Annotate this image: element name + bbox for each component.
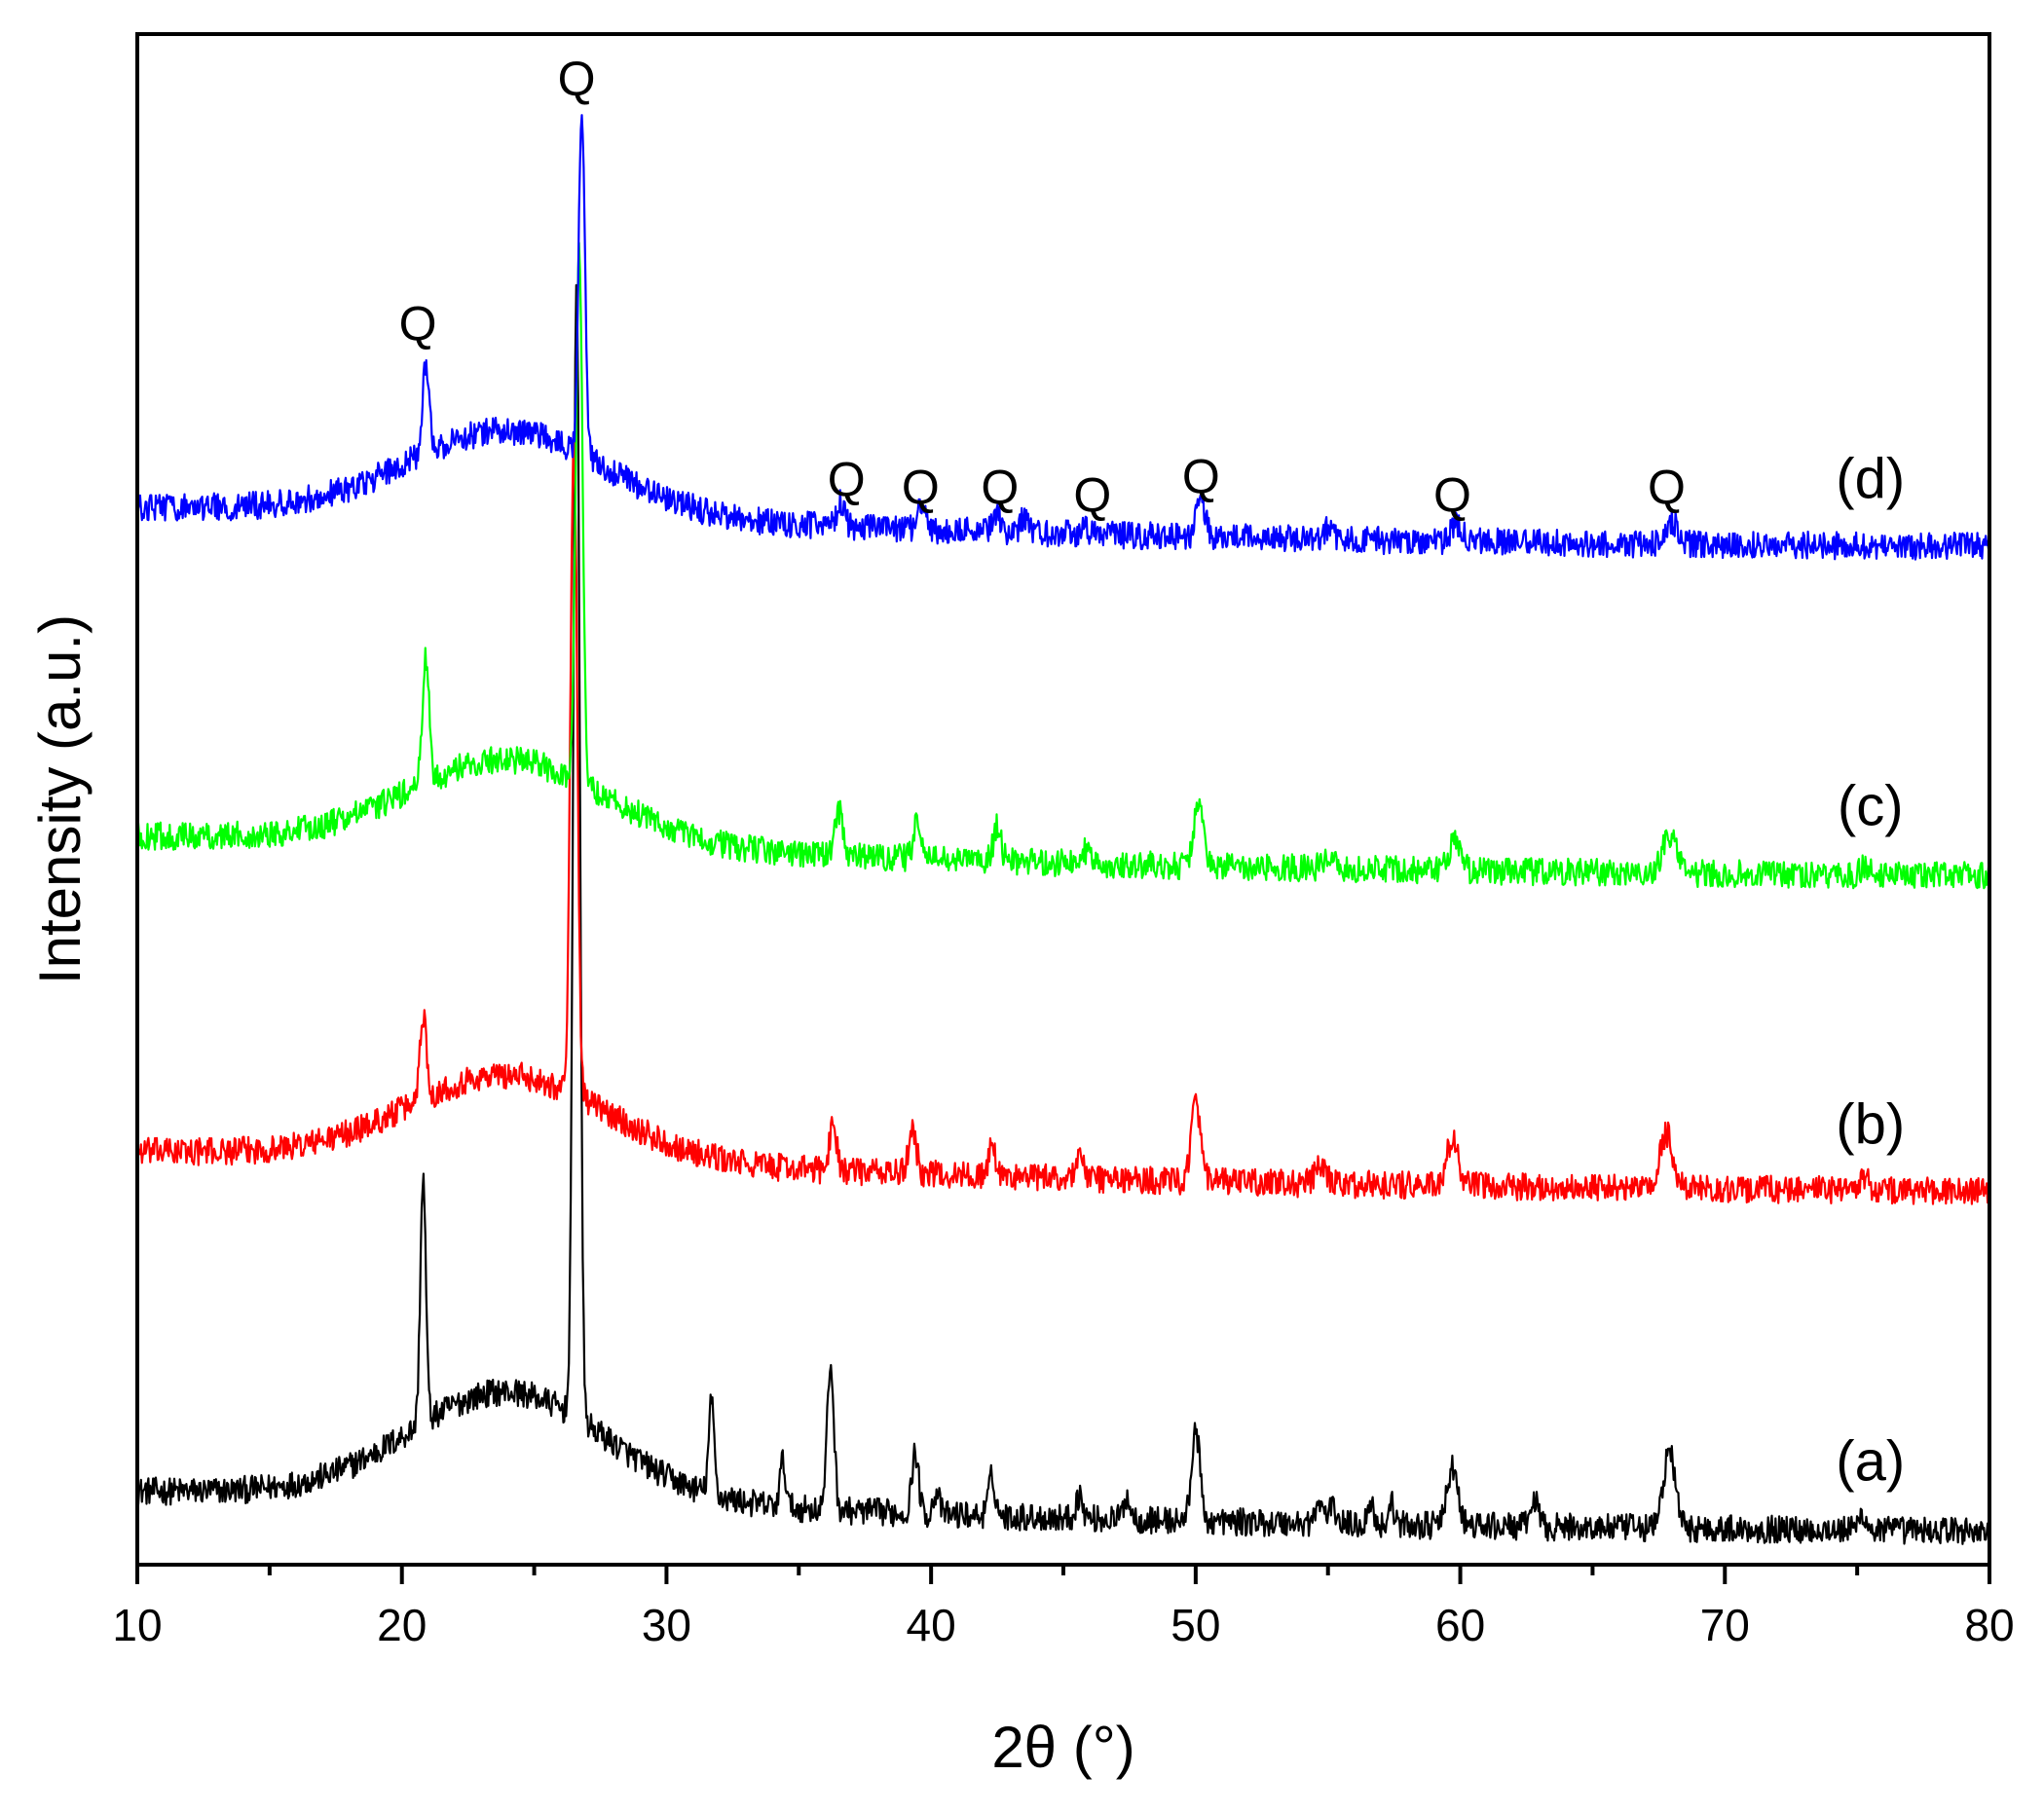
curve-label: (a) (1836, 1430, 1905, 1494)
x-tick-label: 70 (1700, 1600, 1750, 1650)
peak-annotation: Q (1648, 461, 1686, 515)
x-tick-label: 60 (1435, 1600, 1485, 1650)
x-tick-label: 80 (1964, 1600, 2014, 1650)
curve-labels: (a) (b) (c) (d) (1836, 447, 1905, 1493)
x-tick-label: 50 (1171, 1600, 1220, 1650)
peak-annotations: QQQ Q Q Q Q Q Q (399, 52, 1686, 523)
x-axis-tick-labels: 10 20 30 40 50 60 70 80 (112, 1600, 2014, 1650)
peak-annotation: Q (1073, 467, 1111, 522)
peak-annotation: Q (399, 296, 437, 351)
peak-annotation: Q (981, 461, 1019, 515)
x-tick-label: 30 (642, 1600, 691, 1650)
series-line-d (135, 114, 1991, 561)
peak-annotation: Q (902, 461, 940, 515)
curve-label: (d) (1836, 447, 1905, 510)
curve-label: (b) (1836, 1093, 1905, 1157)
peak-annotation: Q (1433, 467, 1471, 522)
x-axis-title: 2θ (°) (991, 1715, 1134, 1780)
series-line-b (135, 431, 1991, 1205)
x-tick-label: 20 (377, 1600, 427, 1650)
x-axis-ticks (135, 1565, 1991, 1584)
y-axis-title: Intensity (a.u.) (27, 614, 93, 984)
peak-annotation: Q (828, 453, 866, 507)
series-line-c (135, 241, 1991, 890)
plot-frame (135, 32, 1991, 1567)
x-tick-label: 40 (907, 1600, 956, 1650)
x-tick-label: 10 (112, 1600, 162, 1650)
series-line-a (136, 283, 1991, 1545)
series-layer (135, 114, 1991, 1545)
peak-annotation: Q (1182, 450, 1220, 504)
curve-label: (c) (1838, 775, 1904, 838)
peak-annotation: Q (558, 52, 596, 106)
